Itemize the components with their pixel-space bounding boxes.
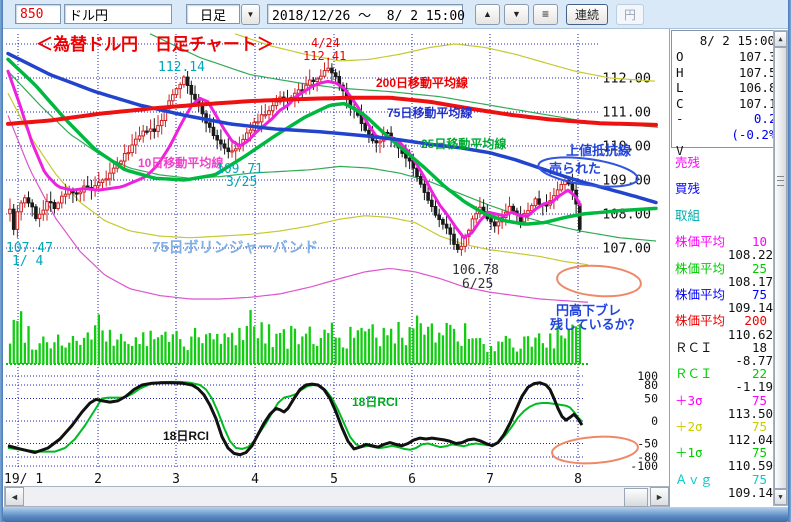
- scroll-down-button[interactable]: ▼: [504, 3, 529, 25]
- svg-text:110.00: 110.00: [602, 139, 651, 155]
- rci-ellipse: [551, 435, 639, 465]
- svg-text:107.00: 107.00: [602, 241, 651, 257]
- svg-text:-100: -100: [630, 459, 658, 473]
- quote-panel: 8/ 2 15:00 O 107.35 H 107.57 L 106.84 C 107.13-…: [669, 28, 789, 507]
- low-label-109.71: 109.71: [216, 162, 263, 177]
- vscroll-up-icon[interactable]: ▲: [774, 31, 787, 47]
- quote-row: O 107.35: [676, 49, 784, 64]
- yen-comment-line1: 円高下ブレ: [556, 303, 622, 318]
- svg-text:100: 100: [637, 369, 658, 383]
- svg-text:112.00: 112.00: [602, 71, 651, 87]
- window-border-right: [788, 0, 791, 522]
- rci18-green-label: 18日RCI: [352, 395, 399, 409]
- indicator-row: ＋3σ 75 113.50: [675, 392, 773, 421]
- svg-text:3: 3: [172, 472, 180, 486]
- indicator-row: 株価平均 200 110.62: [675, 313, 773, 342]
- indicator-row: 株価平均 10 108.22: [675, 234, 773, 263]
- yen-button[interactable]: 円: [616, 3, 644, 25]
- indicator-row: 買残: [675, 181, 701, 197]
- scroll-left-icon[interactable]: ◄: [5, 487, 24, 506]
- low-date-3-25: 3/25: [226, 175, 258, 190]
- svg-text:0: 0: [651, 414, 658, 428]
- indicator-row: ＲＣＩ 22 -1.19: [675, 366, 773, 395]
- high-date-4-24: 4/24: [311, 36, 340, 50]
- svg-text:109.00: 109.00: [602, 173, 651, 189]
- scroll-up-button[interactable]: ▲: [475, 3, 500, 25]
- horizontal-scrollbar[interactable]: ◄ ►: [4, 486, 670, 507]
- ma10-label: 10日移動平均線: [138, 156, 224, 170]
- indicator-row: ＋1σ 75 110.59: [675, 445, 773, 474]
- scrollbar-track[interactable]: [24, 488, 650, 507]
- svg-text:5: 5: [330, 472, 338, 486]
- svg-text:2: 2: [94, 472, 102, 486]
- quote-row: (-0.2%): [731, 126, 784, 142]
- indicator-row: ＋2σ 75 112.04: [675, 418, 773, 448]
- period-select[interactable]: 日足: [186, 4, 240, 24]
- low-date-6-25: 6/25: [462, 277, 494, 292]
- indicator-row: 株価平均 75 109.14: [675, 286, 773, 316]
- high-label-112.14: 112.14: [158, 60, 205, 75]
- yen-comment-line2: 残しているか？: [550, 317, 641, 332]
- ma25-label: 25日移動平均線: [421, 137, 507, 151]
- rci18-black-label: 18日RCI: [163, 429, 210, 443]
- quote-row: -0.23: [676, 111, 784, 127]
- svg-text:80: 80: [644, 378, 658, 392]
- chart-canvas[interactable]: 100 80 50 0 -50 -80 -100 112.00 111.00 110.00 109.…: [3, 28, 670, 507]
- ma200-label: 200日移動平均線: [376, 76, 469, 90]
- quote-time: 8/ 2 15:00: [699, 33, 775, 48]
- code-field[interactable]: 850: [15, 4, 61, 24]
- indicator-row: 売残: [675, 155, 701, 170]
- quote-rows: O 107.35 H 107.57 L 106.84 C 107.13-0.23 (-0.2%)…: [672, 49, 787, 158]
- ma75-label: 75日移動平均線: [387, 106, 473, 120]
- sold-ellipse: [537, 156, 639, 188]
- svg-text:7: 7: [486, 472, 494, 486]
- sold-label: 売られた: [549, 161, 602, 176]
- svg-text:4: 4: [251, 472, 259, 486]
- indicator-row: 取組: [675, 207, 701, 223]
- date-range-field[interactable]: 2018/12/26 ～ 8/ 2 15:00: [267, 4, 465, 24]
- indicator-row: 株価平均 25 108.17: [675, 260, 773, 289]
- scrollbar-thumb[interactable]: [624, 488, 648, 507]
- svg-text:6: 6: [408, 472, 416, 486]
- toolbar: 850 ドル円 日足 ▼ 2018/12/26 ～ 8/ 2 15:00 ▲ ▼…: [3, 0, 788, 29]
- vscroll-thumb[interactable]: [774, 47, 787, 489]
- period-dropdown-icon[interactable]: ▼: [241, 3, 260, 25]
- vscroll-down-icon[interactable]: ▼: [774, 489, 787, 505]
- svg-text:8: 8: [574, 472, 582, 486]
- indicator-row: ＲＣＩ 18 -8.77: [675, 339, 773, 368]
- low-label-106.78: 106.78: [452, 263, 499, 278]
- resistance-label: 上値抵抗線: [566, 143, 632, 158]
- window-border-left: [0, 0, 3, 522]
- svg-text:-50: -50: [637, 437, 658, 451]
- lower-band-ellipse: [556, 264, 642, 298]
- quote-row: H 107.57: [676, 64, 784, 80]
- menu-button[interactable]: ≡: [533, 3, 558, 25]
- indicator-list: 売残買残取組株価平均 10 108.22 株価平均 25 108.17 株価平均 75 109.…: [671, 148, 779, 512]
- high-label-112.41: 112.41: [303, 49, 347, 63]
- quote-row: L 106.84: [676, 80, 784, 96]
- chart-title: ＜為替ドル円 日足チャート＞: [36, 35, 274, 54]
- indicator-row: Ａｖｇ 75 109.14: [675, 471, 773, 500]
- window-border-bottom: [0, 507, 791, 522]
- symbol-field[interactable]: ドル円: [64, 4, 172, 24]
- svg-text:111.00: 111.00: [602, 105, 651, 121]
- svg-text:19/ 1: 19/ 1: [4, 472, 43, 486]
- bollinger-label: 75日ボリンジャーバンド: [152, 239, 319, 256]
- svg-text:50: 50: [644, 392, 658, 406]
- quote-box: 8/ 2 15:00 O 107.35 H 107.57 L 106.84 C 107.13-…: [671, 30, 788, 158]
- low-date-1-4: 1/ 4: [12, 254, 44, 269]
- scroll-right-icon[interactable]: ►: [650, 487, 669, 506]
- continuous-button[interactable]: 連続: [566, 3, 608, 25]
- low-label-107.47: 107.47: [6, 241, 53, 256]
- vertical-scrollbar[interactable]: ▲ ▼: [773, 30, 788, 506]
- quote-row: C 107.13: [676, 95, 784, 111]
- vscroll-grip: [777, 176, 784, 186]
- svg-text:-80: -80: [637, 450, 658, 464]
